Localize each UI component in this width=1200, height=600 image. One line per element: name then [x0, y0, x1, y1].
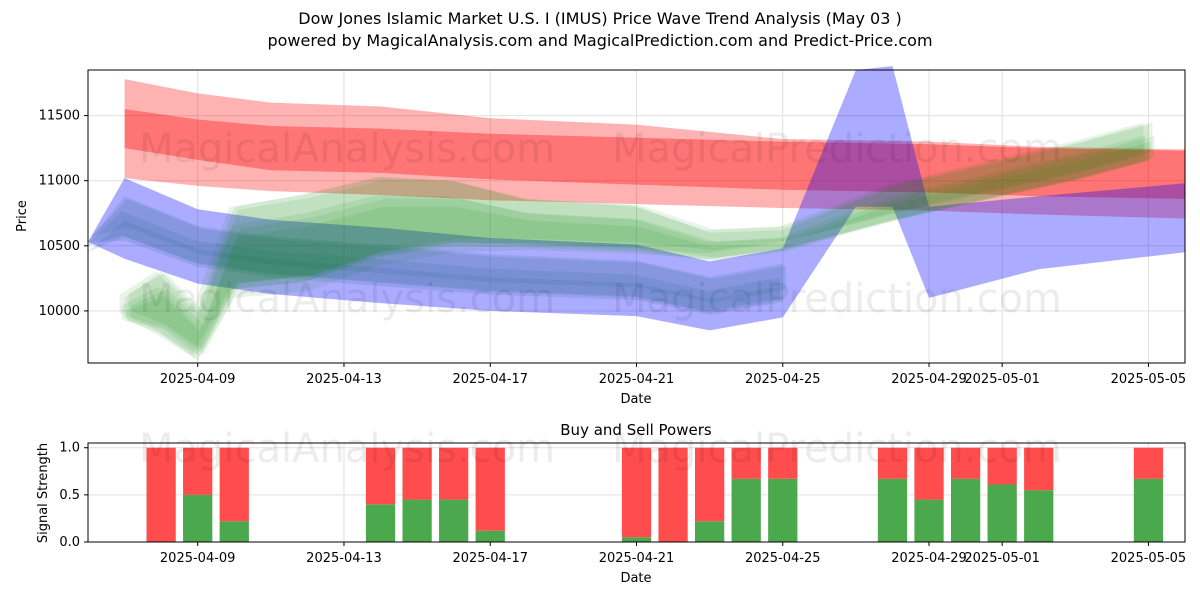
bottom-x-tick-label: 2025-04-09 [160, 551, 236, 566]
sell-bar [1024, 447, 1054, 491]
top-y-tick-label: 11500 [39, 109, 80, 124]
buy-bar [475, 530, 505, 542]
buy-bar [768, 478, 798, 542]
blue-wave-band-inner [85, 211, 780, 312]
sell-bar [658, 447, 688, 542]
sell-bar [439, 447, 469, 500]
green-wave-band [130, 136, 1155, 355]
bottom-chart-title: Buy and Sell Powers [560, 421, 712, 439]
blue-wave-band-inner [88, 220, 783, 313]
green-wave-band [121, 135, 1146, 358]
red-wave-band [124, 79, 1186, 219]
bottom-axis-ticks: 2025-04-09 2025-04-13 2025-04-17 2025-04-21… [59, 441, 1186, 566]
bottom-y-tick-label: 0.0 [59, 535, 80, 550]
chart-title: Dow Jones Islamic Market U.S. I (IMUS) P… [298, 9, 902, 28]
sell-bar [1133, 447, 1164, 479]
buy-bar [1133, 478, 1164, 542]
sell-bar [695, 447, 725, 522]
buy-bar [987, 484, 1017, 542]
top-axis-ticks: 2025-04-09 2025-04-13 2025-04-17 2025-04-21… [39, 109, 1187, 387]
watermark-5: MagicalAnalysis.com [139, 426, 555, 472]
buy-sell-bars [146, 447, 1164, 542]
watermark-6: MagicalPrediction.com [612, 426, 1062, 472]
sell-bar [219, 447, 249, 522]
sell-bar [402, 447, 432, 500]
green-wave-band [124, 124, 1149, 361]
bottom-x-tick-label: 2025-04-13 [306, 551, 382, 566]
bottom-y-axis-label: Signal Strength [36, 443, 51, 543]
buy-bar [621, 537, 652, 542]
sell-bar [621, 447, 652, 538]
sell-bar [365, 447, 396, 505]
sell-bar [146, 447, 176, 542]
bottom-x-tick-label: 2025-05-01 [964, 551, 1040, 566]
blue-wave-band-inner [91, 199, 786, 303]
bottom-y-tick-label: 0.5 [59, 488, 80, 503]
top-y-tick-label: 10500 [39, 239, 80, 254]
top-x-tick-label: 2025-04-29 [891, 372, 967, 387]
green-wave-band [126, 141, 1151, 356]
sell-bar [877, 447, 908, 479]
top-x-tick-label: 2025-04-25 [745, 372, 821, 387]
price-wave-bands [85, 66, 1186, 361]
sell-bar [987, 447, 1017, 485]
watermark-1: MagicalAnalysis.com [139, 126, 555, 172]
red-wave-band-core [124, 109, 1186, 199]
bottom-x-tick-label: 2025-04-21 [599, 551, 675, 566]
buy-bar [365, 504, 396, 542]
sell-bar [475, 447, 505, 531]
sell-bar [731, 447, 761, 479]
top-y-tick-label: 10000 [39, 304, 80, 319]
top-x-tick-label: 2025-05-01 [964, 372, 1040, 387]
top-x-tick-label: 2025-04-21 [599, 372, 675, 387]
top-x-tick-label: 2025-04-09 [160, 372, 236, 387]
top-x-tick-label: 2025-04-17 [452, 372, 528, 387]
watermark-4: MagicalPrediction.com [612, 276, 1062, 322]
bottom-x-tick-label: 2025-04-17 [452, 551, 528, 566]
sell-bar [950, 447, 981, 479]
top-x-tick-label: 2025-04-13 [306, 372, 382, 387]
bottom-x-tick-label: 2025-04-25 [745, 551, 821, 566]
top-x-axis-label: Date [620, 392, 651, 407]
buy-bar [219, 521, 249, 542]
buy-bar [877, 478, 908, 542]
sell-bar [914, 447, 944, 500]
buy-bar [950, 478, 981, 542]
buy-bar [183, 494, 213, 542]
top-y-axis-label: Price [15, 200, 30, 232]
buy-bar [439, 499, 469, 542]
bottom-x-tick-label: 2025-04-29 [891, 551, 967, 566]
bottom-x-axis-label: Date [620, 571, 651, 586]
buy-bar [731, 478, 761, 542]
sell-bar [183, 447, 213, 495]
green-wave-band [128, 122, 1153, 350]
buy-bar [695, 521, 725, 542]
bottom-y-tick-label: 1.0 [59, 441, 80, 456]
top-gridlines [88, 70, 1185, 363]
watermark-3: MagicalAnalysis.com [139, 276, 555, 322]
buy-bar [914, 499, 944, 542]
top-x-tick-label: 2025-05-05 [1111, 372, 1187, 387]
sell-bar [768, 447, 798, 479]
top-y-tick-label: 11000 [39, 174, 80, 189]
blue-wave-band-inner [88, 196, 783, 315]
green-wave-band [119, 122, 1144, 354]
buy-bar [402, 499, 432, 542]
blue-wave-band [88, 66, 1185, 331]
chart-subtitle: powered by MagicalAnalysis.com and Magic… [267, 31, 933, 50]
watermark-2: MagicalPrediction.com [612, 126, 1062, 172]
bottom-x-tick-label: 2025-05-05 [1111, 551, 1187, 566]
buy-bar [1024, 490, 1054, 542]
